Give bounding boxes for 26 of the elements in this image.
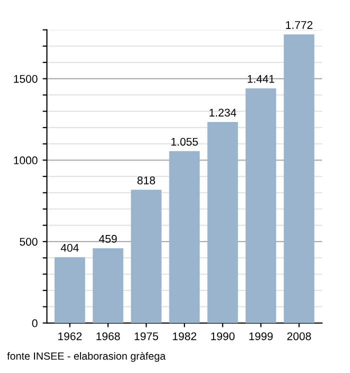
data-label: 459 xyxy=(99,234,117,243)
data-label: 1.055 xyxy=(171,138,198,146)
y-tick-label: 500 xyxy=(20,238,38,246)
bar xyxy=(130,190,162,324)
bar xyxy=(246,88,276,324)
bar xyxy=(54,257,86,324)
bar xyxy=(169,151,200,324)
x-tick-label: 1982 xyxy=(172,332,196,340)
bar xyxy=(284,34,314,324)
y-tick-label: 1000 xyxy=(14,156,38,164)
data-label: 1.772 xyxy=(286,21,312,29)
x-tick-label: 1990 xyxy=(211,332,235,340)
y-tick-label: 0 xyxy=(32,319,38,328)
bar xyxy=(92,248,124,324)
x-tick-label: 1975 xyxy=(134,332,158,340)
data-label: 1.234 xyxy=(210,108,236,117)
x-tick-label: 1999 xyxy=(249,332,273,340)
data-label: 1.441 xyxy=(248,75,274,83)
data-label: 404 xyxy=(60,244,79,252)
y-tick-label: 1500 xyxy=(14,74,38,83)
x-tick-label: 1968 xyxy=(96,332,120,340)
x-tick-label: 2008 xyxy=(287,332,311,340)
source-note: fonte INSEE - elaborasion gràfega xyxy=(7,352,166,362)
data-label: 818 xyxy=(137,176,156,184)
bar xyxy=(207,122,238,324)
x-tick-label: 1962 xyxy=(58,332,82,340)
